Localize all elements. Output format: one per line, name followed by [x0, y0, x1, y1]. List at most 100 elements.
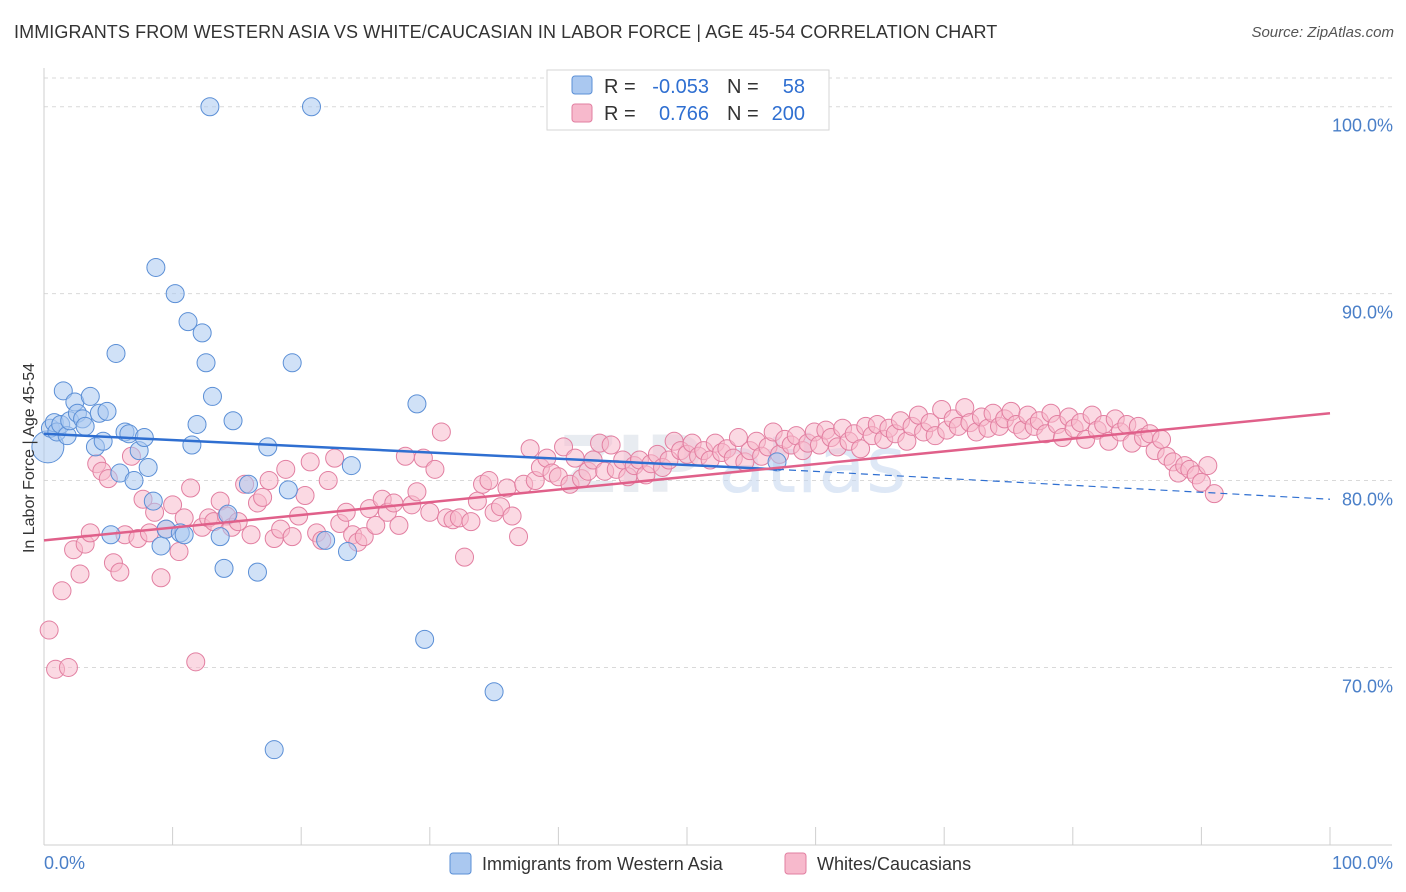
data-point-immigrants-western-asia — [80, 386, 100, 406]
data-point-immigrants-western-asia — [214, 558, 234, 578]
data-point-immigrants-western-asia — [187, 414, 207, 434]
y-tick-label: 70.0% — [1342, 676, 1393, 696]
data-point-immigrants-western-asia — [258, 437, 278, 457]
data-point-immigrants-western-asia — [484, 682, 504, 702]
data-point-whites-caucasians — [520, 439, 540, 459]
data-point-immigrants-western-asia — [282, 353, 302, 373]
data-point-immigrants-western-asia — [97, 401, 117, 421]
bottom-legend-swatch-pink — [784, 852, 807, 875]
legend-r-value-1: -0.053 — [652, 76, 709, 98]
data-point-whites-caucasians — [728, 428, 748, 448]
data-point-whites-caucasians — [1152, 429, 1172, 449]
legend-r-label-2: R = — [604, 103, 636, 125]
data-point-whites-caucasians — [253, 487, 273, 507]
data-point-whites-caucasians — [276, 459, 296, 479]
data-point-whites-caucasians — [431, 422, 451, 442]
data-point-immigrants-western-asia — [106, 343, 126, 363]
y-tick-label: 80.0% — [1342, 490, 1393, 510]
data-point-immigrants-western-asia — [337, 542, 357, 562]
data-point-whites-caucasians — [151, 568, 171, 588]
data-point-whites-caucasians — [318, 471, 338, 491]
data-point-immigrants-western-asia — [165, 284, 185, 304]
data-point-immigrants-western-asia — [178, 312, 198, 332]
bottom-legend-label-2: Whites/Caucasians — [817, 854, 971, 874]
data-point-whites-caucasians — [554, 437, 574, 457]
data-point-immigrants-western-asia — [143, 491, 163, 511]
data-point-whites-caucasians — [58, 657, 78, 677]
data-point-immigrants-western-asia — [415, 629, 435, 649]
data-point-immigrants-western-asia — [196, 353, 216, 373]
legend: R = -0.053 N = 58 R = 0.766 N = 200 — [546, 69, 830, 131]
data-point-whites-caucasians — [425, 459, 445, 479]
trend-line-immigrants-western-asia — [43, 432, 778, 471]
data-point-whites-caucasians — [851, 439, 871, 459]
data-point-whites-caucasians — [295, 485, 315, 505]
bottom-legend: Immigrants from Western Asia Whites/Cauc… — [449, 852, 971, 875]
data-point-immigrants-western-asia — [238, 474, 258, 494]
data-point-immigrants-western-asia — [146, 257, 166, 277]
legend-n-value-2: 200 — [772, 103, 805, 125]
data-point-whites-caucasians — [259, 471, 279, 491]
data-point-whites-caucasians — [479, 471, 499, 491]
data-point-whites-caucasians — [1198, 456, 1218, 476]
data-point-whites-caucasians — [181, 478, 201, 498]
data-point-whites-caucasians — [366, 515, 386, 535]
data-point-immigrants-western-asia — [341, 456, 361, 476]
legend-box — [546, 69, 830, 131]
data-point-immigrants-western-asia — [223, 411, 243, 431]
data-point-whites-caucasians — [186, 652, 206, 672]
source-credit: Source: ZipAtlas.com — [1251, 24, 1394, 41]
trend-line-extension-immigrants-western-asia — [776, 468, 1331, 500]
data-point-immigrants-western-asia — [138, 457, 158, 477]
data-point-immigrants-western-asia — [182, 435, 202, 455]
data-point-immigrants-western-asia — [407, 394, 427, 414]
grid-lines — [44, 77, 1392, 668]
data-point-immigrants-western-asia — [151, 536, 171, 556]
y-tick-label: 90.0% — [1342, 303, 1393, 323]
x-tick-label-min: 0.0% — [44, 853, 85, 873]
data-point-immigrants-western-asia — [316, 530, 336, 550]
data-point-immigrants-western-asia — [93, 431, 113, 451]
legend-n-label-2: N = — [727, 103, 759, 125]
data-point-whites-caucasians — [39, 620, 59, 640]
y-tick-label: 100.0% — [1332, 116, 1393, 136]
data-point-whites-caucasians — [384, 493, 404, 513]
data-point-immigrants-western-asia — [124, 471, 144, 491]
data-point-immigrants-western-asia — [278, 480, 298, 500]
trend-line-whites-caucasians — [43, 412, 1331, 542]
data-point-immigrants-western-asia — [247, 562, 267, 582]
data-point-whites-caucasians — [169, 542, 189, 562]
data-point-immigrants-western-asia — [202, 386, 222, 406]
data-point-whites-caucasians — [461, 512, 481, 532]
y-axis-label: In Labor Force | Age 45-54 — [21, 363, 38, 553]
data-point-whites-caucasians — [110, 562, 130, 582]
data-point-immigrants-western-asia — [75, 416, 95, 436]
data-point-immigrants-western-asia — [301, 97, 321, 117]
legend-r-value-2: 0.766 — [659, 103, 709, 125]
data-point-whites-caucasians — [601, 435, 621, 455]
data-point-whites-caucasians — [389, 515, 409, 535]
bottom-legend-label-1: Immigrants from Western Asia — [482, 854, 724, 874]
data-point-whites-caucasians — [420, 502, 440, 522]
legend-swatch-pink — [571, 103, 593, 123]
data-point-whites-caucasians — [282, 527, 302, 547]
data-point-whites-caucasians — [502, 506, 522, 526]
tick-labels: 70.0% 80.0% 90.0% 100.0% 0.0% 100.0% — [44, 116, 1393, 873]
data-point-whites-caucasians — [354, 527, 374, 547]
x-tick-label-max: 100.0% — [1332, 853, 1393, 873]
data-point-whites-caucasians — [467, 491, 487, 511]
data-point-whites-caucasians — [70, 564, 90, 584]
data-point-whites-caucasians — [241, 525, 261, 545]
data-point-whites-caucasians — [163, 495, 183, 515]
data-point-whites-caucasians — [80, 523, 100, 543]
data-point-whites-caucasians — [455, 547, 475, 567]
legend-n-label-1: N = — [727, 76, 759, 98]
data-point-whites-caucasians — [52, 581, 72, 601]
chart-title: IMMIGRANTS FROM WESTERN ASIA VS WHITE/CA… — [14, 22, 998, 42]
data-point-immigrants-western-asia — [200, 97, 220, 117]
data-point-whites-caucasians — [1191, 472, 1211, 492]
data-point-immigrants-western-asia — [174, 525, 194, 545]
legend-r-label-1: R = — [604, 76, 636, 98]
trend-lines — [43, 412, 1331, 542]
